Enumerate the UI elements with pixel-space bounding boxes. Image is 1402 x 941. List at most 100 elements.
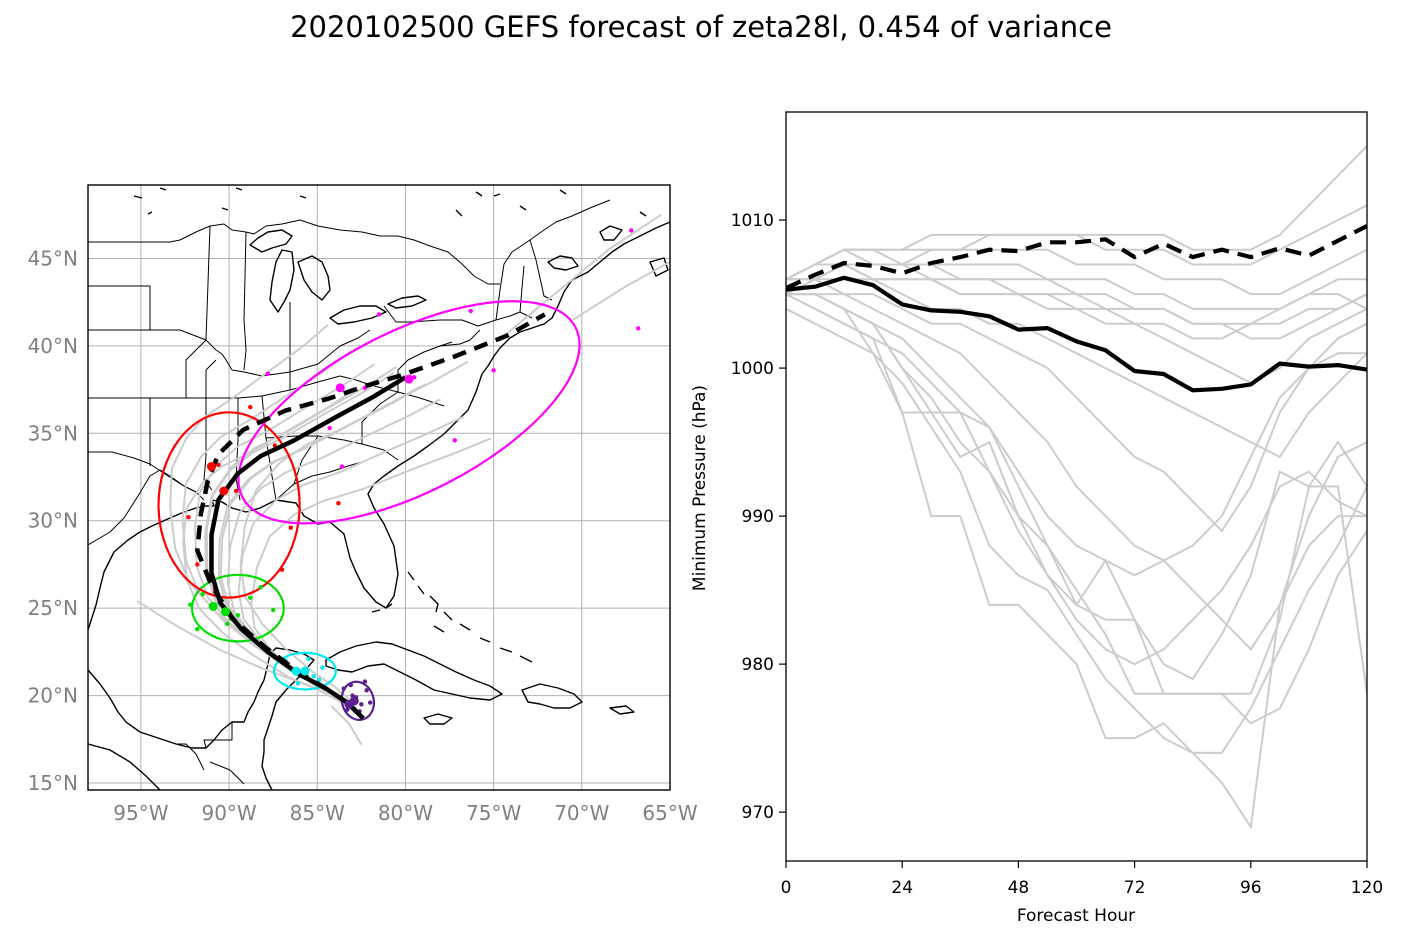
map-tick-labels: 95°W 90°W 85°W 80°W 75°W 70°W 65°W 15°N 20°N 25°N…	[28, 246, 698, 825]
canada-islands	[133, 187, 669, 277]
map-member-track	[572, 261, 670, 321]
member-pressure-line	[786, 263, 1367, 340]
spread-ellipse	[157, 411, 301, 599]
x-tick-label: 120	[1351, 878, 1383, 898]
y-tick-label: 1000	[731, 359, 774, 379]
y-tick-label: 970	[742, 803, 774, 823]
x-axis-label: Forecast Hour	[1017, 906, 1135, 926]
member-position-dot	[636, 326, 641, 331]
member-position-dot	[270, 607, 276, 613]
member-pressure-line	[786, 293, 1367, 651]
member-position-dot	[216, 462, 221, 467]
cuba-outline	[325, 641, 503, 701]
pressure-series	[786, 145, 1367, 830]
mean-marker	[404, 374, 414, 384]
member-position-dot	[320, 665, 325, 670]
x-tick-label: 96	[1240, 878, 1262, 898]
map-lat-label: 35°N	[28, 421, 78, 445]
member-position-dot	[233, 488, 239, 494]
member-position-dot	[288, 525, 294, 530]
map-member-track	[330, 705, 363, 746]
map-lon-label: 90°W	[201, 801, 256, 825]
central-america-borders	[176, 722, 245, 785]
mean-marker	[206, 462, 216, 472]
member-tracks	[136, 213, 670, 746]
jamaica-outline	[423, 713, 453, 725]
member-position-dot	[265, 371, 271, 377]
member-position-dot	[348, 682, 353, 688]
member-position-dot	[336, 501, 341, 506]
member-position-dot	[316, 677, 322, 683]
y-tick-label: 990	[742, 507, 774, 527]
member-position-dot	[491, 368, 496, 373]
bahamas-islands	[407, 571, 533, 663]
mean-pressure-solid	[786, 275, 1367, 393]
y-axis-label: Minimum Pressure (hPa)	[690, 385, 710, 591]
member-pressure-line	[786, 308, 1367, 754]
map-lat-label: 40°N	[28, 334, 78, 358]
member-position-dot	[188, 602, 193, 607]
state-borders	[88, 199, 611, 501]
map-lat-label: 45°N	[28, 246, 78, 270]
member-pressure-line	[786, 263, 1367, 340]
spread-ellipse	[190, 573, 285, 643]
mean-marker	[300, 666, 310, 676]
x-tick-label: 48	[1008, 878, 1030, 898]
mean-track-solid	[209, 375, 407, 720]
member-position-dot	[629, 228, 634, 233]
x-tick-label: 24	[891, 878, 913, 898]
map-lon-label: 80°W	[378, 801, 433, 825]
member-position-dot	[195, 626, 200, 632]
member-position-dot	[279, 567, 285, 572]
us-mexico-border	[88, 469, 205, 546]
mean-marker	[219, 486, 229, 496]
puerto-rico-outline	[609, 705, 635, 715]
central-america-coastline	[88, 647, 315, 790]
member-pressure-line	[786, 248, 1367, 310]
member-position-dot	[295, 681, 301, 686]
member-pressure-line	[786, 293, 1367, 725]
chart-ticks: 0 24 48 72 96 120 970 980 990 1000 1010	[731, 211, 1383, 898]
mean-tracks	[195, 312, 546, 720]
member-pressure-line	[786, 263, 1367, 459]
member-position-dot	[468, 308, 473, 314]
member-position-dot	[200, 591, 205, 597]
member-position-dot	[248, 404, 253, 410]
map-member-track	[501, 213, 662, 338]
coastline-and-borders	[88, 187, 670, 790]
map-frame	[87, 184, 671, 791]
member-pressure-line	[786, 293, 1367, 577]
member-pressure-line	[786, 145, 1367, 281]
member-position-dot	[359, 702, 364, 707]
member-position-dot	[225, 621, 230, 627]
mean-marker	[344, 699, 354, 709]
map-lon-label: 65°W	[642, 801, 697, 825]
member-position-dot	[341, 686, 346, 691]
member-position-dot	[327, 425, 332, 431]
member-position-dot	[452, 438, 458, 443]
mean-marker	[291, 666, 301, 676]
member-position-dot	[186, 515, 191, 520]
spread-ellipse	[237, 300, 581, 525]
yucatan-west-coast	[88, 743, 161, 790]
mean-pressure-dashed	[786, 224, 1367, 291]
north-america-coastline	[88, 221, 670, 631]
member-pressure-line	[786, 278, 1367, 325]
member-position-dot	[258, 584, 264, 590]
florida-keys	[371, 603, 393, 613]
member-pressure-line	[786, 293, 1367, 830]
member-position-dot	[376, 312, 382, 317]
member-position-dot	[235, 612, 241, 618]
member-position-dot	[248, 595, 253, 600]
spread-ellipse	[272, 651, 337, 691]
chart-frame	[785, 111, 1368, 862]
map-lon-label: 85°W	[290, 801, 345, 825]
figure-title: 2020102500 GEFS forecast of zeta28l, 0.4…	[290, 10, 1112, 44]
mean-marker	[208, 601, 218, 611]
member-position-dot	[339, 464, 345, 469]
member-pressure-line	[786, 278, 1367, 533]
map-lat-label: 30°N	[28, 509, 78, 533]
mean-marker	[335, 383, 345, 393]
